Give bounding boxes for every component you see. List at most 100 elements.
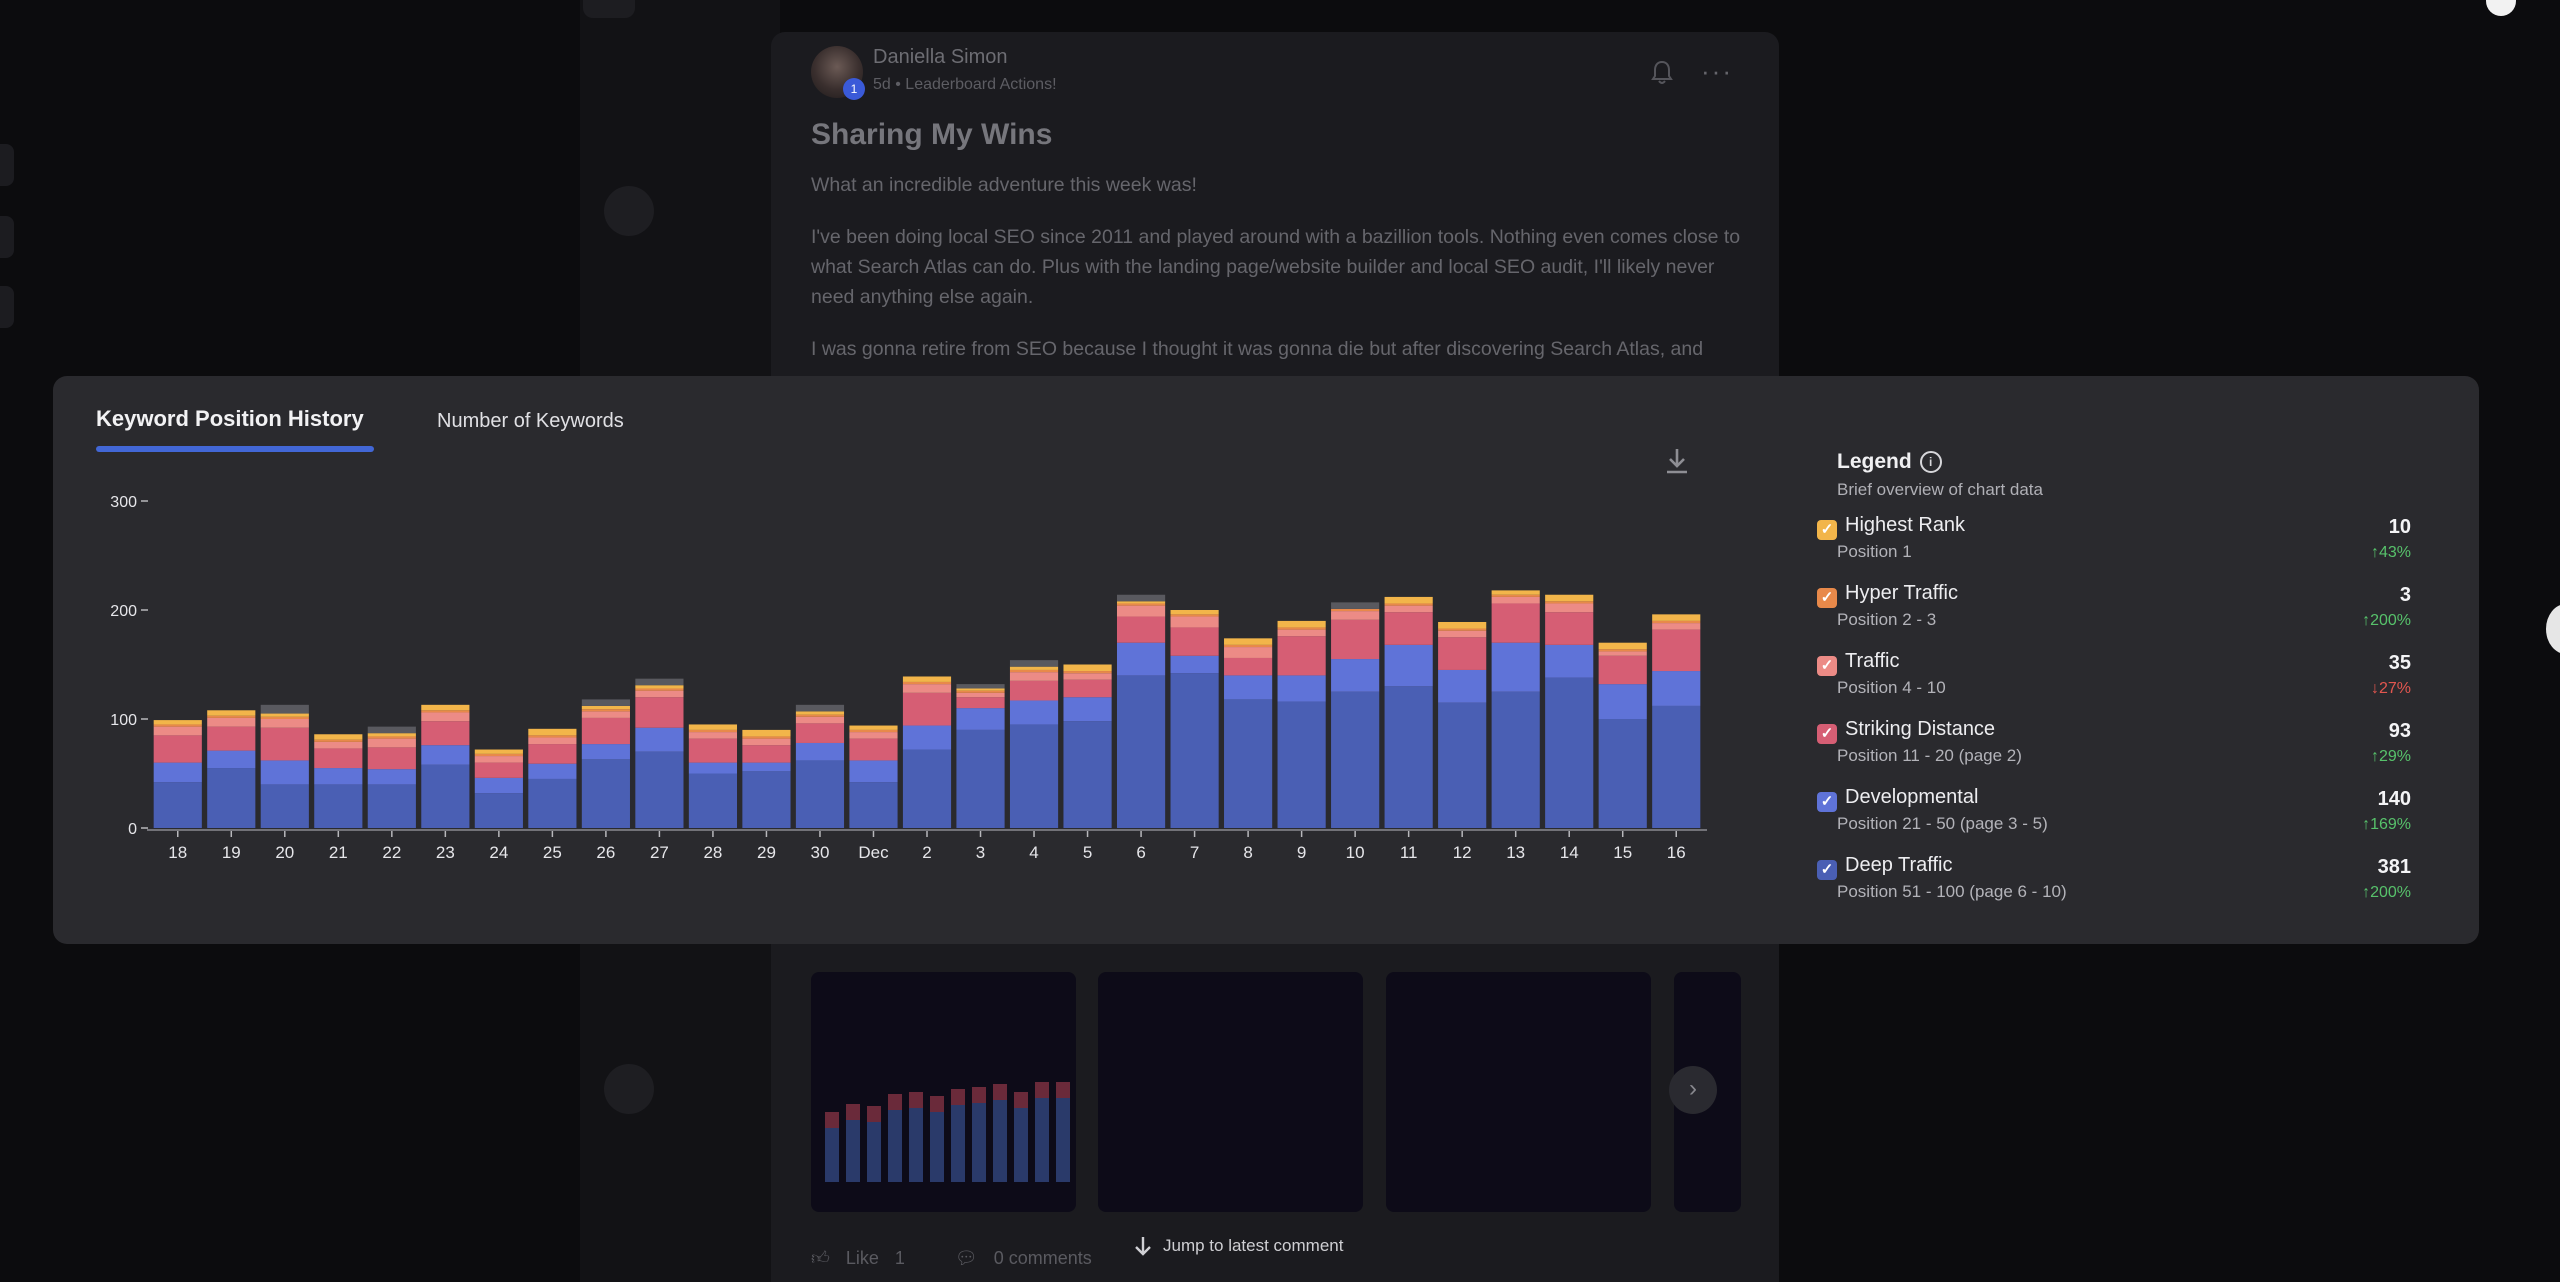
bar-segment-developmental[interactable] [1384, 644, 1433, 687]
bar-segment-hyper-traffic[interactable] [474, 753, 523, 757]
bar-segment-striking-distance[interactable] [1545, 612, 1594, 645]
bar-segment-deep-traffic[interactable] [1491, 691, 1540, 828]
bar-segment-striking-distance[interactable] [260, 727, 309, 761]
bar-segment-developmental[interactable] [1491, 642, 1540, 692]
legend-item[interactable]: ✓ Traffic Position 4 - 10 35 ↓27% [1813, 650, 2453, 718]
bar-segment-other[interactable] [260, 704, 309, 714]
bar-segment-deep-traffic[interactable] [902, 749, 952, 828]
download-icon[interactable] [1663, 446, 1691, 476]
checkbox-checked-icon[interactable]: ✓ [1817, 860, 1837, 880]
bar-segment-striking-distance[interactable] [1384, 612, 1433, 645]
bar-segment-highest-rank[interactable] [1277, 620, 1326, 628]
bar-segment-traffic[interactable] [688, 732, 738, 739]
bar-segment-deep-traffic[interactable] [260, 784, 309, 828]
bar-segment-hyper-traffic[interactable] [1545, 601, 1594, 604]
bar-segment-hyper-traffic[interactable] [1224, 644, 1273, 648]
bar-segment-striking-distance[interactable] [314, 748, 363, 769]
bar-segment-traffic[interactable] [528, 737, 577, 745]
bar-segment-developmental[interactable] [688, 762, 738, 774]
bar-segment-deep-traffic[interactable] [1545, 677, 1594, 828]
bar-segment-developmental[interactable] [1438, 669, 1487, 703]
bar-segment-striking-distance[interactable] [1009, 680, 1059, 701]
bar-segment-deep-traffic[interactable] [1384, 686, 1433, 828]
bar-segment-other[interactable] [635, 678, 684, 686]
bar-segment-striking-distance[interactable] [742, 745, 791, 763]
gallery-next-button[interactable]: › [1669, 1066, 1717, 1114]
bar-segment-highest-rank[interactable] [795, 711, 845, 715]
bar-segment-highest-rank[interactable] [260, 713, 309, 717]
bar-segment-striking-distance[interactable] [635, 697, 684, 728]
bar-segment-developmental[interactable] [314, 768, 363, 785]
bar-segment-striking-distance[interactable] [1116, 616, 1166, 643]
like-button[interactable]: Like [845, 1247, 879, 1268]
bar-segment-traffic[interactable] [1116, 605, 1166, 617]
bar-segment-developmental[interactable] [367, 769, 416, 785]
bar-segment-highest-rank[interactable] [207, 710, 256, 716]
bar-segment-striking-distance[interactable] [1598, 655, 1647, 685]
bar-segment-hyper-traffic[interactable] [1170, 614, 1219, 617]
legend-item[interactable]: ✓ Hyper Traffic Position 2 - 3 3 ↑200% [1813, 582, 2453, 650]
bar-segment-highest-rank[interactable] [1224, 638, 1273, 645]
bar-segment-traffic[interactable] [635, 690, 684, 698]
bar-segment-traffic[interactable] [1491, 596, 1540, 604]
comments-count[interactable]: 0 comments [993, 1247, 1092, 1268]
bar-segment-other[interactable] [1009, 660, 1059, 667]
bar-segment-hyper-traffic[interactable] [1277, 627, 1326, 630]
bar-segment-other[interactable] [581, 699, 630, 706]
bar-segment-hyper-traffic[interactable] [1491, 594, 1540, 597]
gallery-thumbnail[interactable] [1386, 972, 1651, 1212]
bar-segment-highest-rank[interactable] [1170, 610, 1219, 615]
bar-segment-deep-traffic[interactable] [528, 778, 577, 828]
tab-keyword-position-history[interactable]: Keyword Position History [96, 406, 364, 431]
bar-segment-deep-traffic[interactable] [635, 751, 684, 828]
thumbs-up-icon[interactable]: 👍︎ [811, 1248, 830, 1268]
bar-segment-hyper-traffic[interactable] [1116, 603, 1166, 606]
comment-icon[interactable]: 💬︎ [954, 1247, 978, 1268]
legend-item[interactable]: ✓ Highest Rank Position 1 10 ↑43% [1813, 514, 2453, 582]
bar-segment-other[interactable] [956, 684, 1005, 689]
bar-segment-highest-rank[interactable] [688, 724, 738, 730]
bar-segment-deep-traffic[interactable] [1224, 699, 1273, 828]
legend-item[interactable]: ✓ Striking Distance Position 11 - 20 (page… [1813, 718, 2453, 786]
bar-segment-striking-distance[interactable] [528, 744, 577, 764]
bar-segment-highest-rank[interactable] [956, 688, 1005, 691]
bar-segment-hyper-traffic[interactable] [1598, 649, 1647, 652]
bar-segment-developmental[interactable] [207, 750, 256, 769]
bar-segment-traffic[interactable] [1063, 673, 1112, 680]
checkbox-checked-icon[interactable]: ✓ [1817, 724, 1837, 744]
bar-segment-striking-distance[interactable] [153, 735, 202, 763]
bar-segment-traffic[interactable] [742, 738, 791, 746]
bar-segment-developmental[interactable] [1545, 644, 1594, 678]
bar-segment-developmental[interactable] [153, 762, 202, 783]
bar-segment-hyper-traffic[interactable] [581, 709, 630, 712]
bar-segment-traffic[interactable] [1438, 630, 1487, 638]
bar-segment-traffic[interactable] [260, 719, 309, 728]
bar-segment-highest-rank[interactable] [1598, 642, 1647, 650]
bar-segment-developmental[interactable] [635, 727, 684, 752]
author-name[interactable]: Daniella Simon [873, 46, 1008, 68]
checkbox-checked-icon[interactable]: ✓ [1817, 520, 1837, 540]
info-icon[interactable]: i [1919, 451, 1942, 473]
bar-segment-deep-traffic[interactable] [956, 729, 1005, 828]
bar-segment-deep-traffic[interactable] [742, 771, 791, 828]
jump-to-latest-comment-button[interactable]: Jump to latest comment [1133, 1226, 1343, 1266]
bar-segment-highest-rank[interactable] [367, 733, 416, 737]
bar-segment-deep-traffic[interactable] [688, 773, 738, 829]
bar-segment-highest-rank[interactable] [421, 704, 470, 711]
bar-segment-highest-rank[interactable] [474, 749, 523, 754]
bar-segment-hyper-traffic[interactable] [1009, 669, 1059, 673]
bar-segment-deep-traffic[interactable] [1331, 691, 1380, 828]
bar-segment-hyper-traffic[interactable] [795, 714, 845, 717]
bar-segment-highest-rank[interactable] [902, 676, 952, 682]
bar-segment-highest-rank[interactable] [1384, 596, 1433, 604]
bar-segment-deep-traffic[interactable] [1063, 721, 1112, 828]
bar-segment-traffic[interactable] [314, 741, 363, 749]
bar-segment-deep-traffic[interactable] [421, 764, 470, 828]
bar-segment-striking-distance[interactable] [1652, 629, 1701, 672]
bar-segment-striking-distance[interactable] [1063, 679, 1112, 698]
bar-segment-other[interactable] [1116, 594, 1166, 602]
bar-segment-traffic[interactable] [1009, 672, 1059, 681]
bar-segment-deep-traffic[interactable] [795, 760, 845, 828]
bar-segment-deep-traffic[interactable] [1438, 702, 1487, 828]
bar-segment-highest-rank[interactable] [1009, 666, 1059, 670]
